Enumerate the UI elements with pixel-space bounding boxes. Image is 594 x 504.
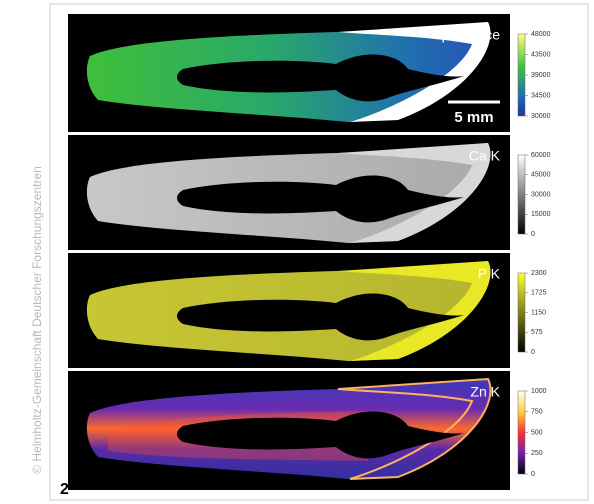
scale-bar-label: 5 mm — [454, 109, 493, 126]
colorbar — [518, 391, 525, 474]
colorbar-tick-label: 0 — [531, 349, 535, 356]
panel-label: Ca K — [469, 148, 501, 164]
colorbar — [518, 34, 525, 116]
colorbar — [518, 273, 525, 352]
colorbar-tick-label: 575 — [531, 329, 543, 336]
colorbar-tick-label: 15000 — [531, 211, 551, 218]
panel: µCT slice 5 mm — [68, 14, 510, 132]
colorbar-tick-label: 30000 — [531, 191, 551, 198]
colorbar-tick-label: 60000 — [531, 152, 551, 159]
panel: P K — [68, 253, 510, 368]
colorbar-tick-label: 2300 — [531, 270, 547, 277]
panel-label: µCT slice — [442, 27, 501, 43]
colorbar-tick-label: 39000 — [531, 72, 551, 79]
colorbar-tick-label: 0 — [531, 471, 535, 478]
colorbar-tick-label: 48000 — [531, 31, 551, 38]
panels: µCT slice 5 mm 48000 43500 39000 34500 30000 Ca… — [68, 14, 551, 490]
colorbar-tick-label: 34500 — [531, 92, 551, 99]
panel: Zn K — [68, 371, 510, 490]
colorbar-tick-label: 1725 — [531, 290, 547, 297]
colorbar-tick-label: 1000 — [531, 388, 547, 395]
colorbar-tick-label: 0 — [531, 231, 535, 238]
panel-label: P K — [478, 266, 501, 282]
figure-number: 2 — [60, 481, 69, 498]
colorbar-tick-label: 250 — [531, 450, 543, 457]
colorbar-tick-label: 750 — [531, 409, 543, 416]
figure: © Helmholtz-Gemeinschaft Deutscher Forsc… — [0, 0, 594, 504]
panel: Ca K — [68, 135, 510, 250]
colorbar-tick-label: 45000 — [531, 172, 551, 179]
colorbar-tick-label: 1150 — [531, 309, 546, 316]
colorbar — [518, 155, 525, 234]
colorbar-tick-label: 43500 — [531, 51, 551, 58]
colorbar-tick-label: 500 — [531, 429, 543, 436]
panel-label: Zn K — [470, 384, 500, 400]
copyright: © Helmholtz-Gemeinschaft Deutscher Forsc… — [30, 166, 44, 474]
colorbar-tick-label: 30000 — [531, 113, 551, 120]
